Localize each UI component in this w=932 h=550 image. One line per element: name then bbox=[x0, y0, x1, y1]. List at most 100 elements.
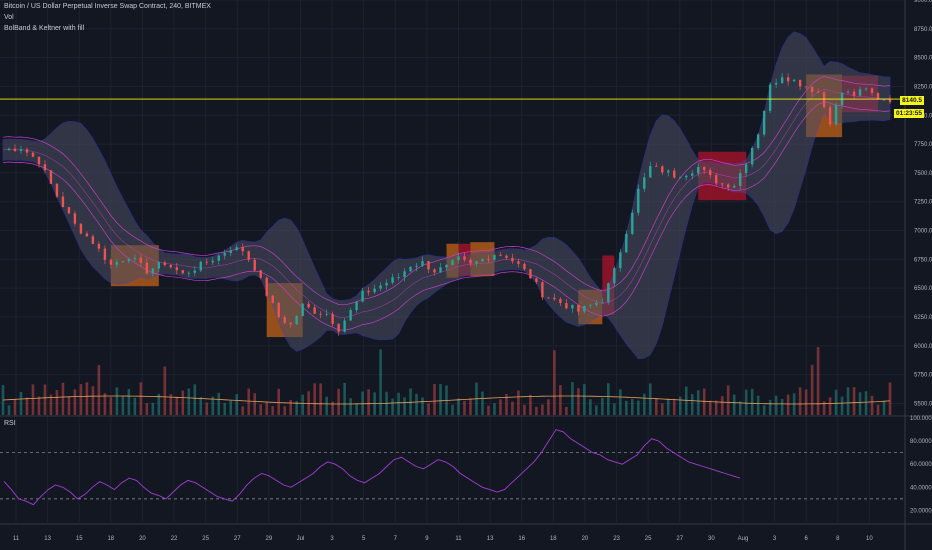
volume-bar bbox=[433, 383, 436, 415]
time-tick-label: 20 bbox=[582, 536, 589, 542]
candle-body bbox=[744, 164, 748, 173]
volume-bar bbox=[660, 403, 664, 415]
candle-body bbox=[475, 261, 478, 264]
volume-bar bbox=[109, 397, 113, 415]
candle-body bbox=[361, 290, 364, 302]
candle-body bbox=[259, 270, 262, 278]
volume-bar bbox=[642, 393, 646, 415]
candle-body bbox=[523, 263, 526, 270]
volume-bar bbox=[313, 383, 316, 415]
price-tick-label: 5750.0 bbox=[914, 373, 932, 379]
time-tick-label: 29 bbox=[266, 536, 273, 542]
volume-bar bbox=[852, 387, 856, 415]
candle-body bbox=[810, 87, 814, 93]
candle-body bbox=[732, 185, 736, 188]
volume-bar bbox=[565, 406, 568, 415]
volume-bar bbox=[816, 347, 820, 415]
candle-body bbox=[780, 77, 784, 84]
time-tick-label: 25 bbox=[645, 536, 652, 542]
price-tick-label: 9000.0 bbox=[914, 0, 932, 4]
candle-body bbox=[709, 170, 712, 176]
candle-body bbox=[451, 260, 454, 265]
candle-body bbox=[265, 277, 268, 296]
volume-bar bbox=[325, 396, 328, 415]
candle-body bbox=[858, 89, 862, 96]
candle-body bbox=[649, 166, 652, 178]
candle-body bbox=[85, 233, 89, 237]
volume-bar bbox=[79, 384, 83, 415]
time-tick-label: 3 bbox=[773, 536, 777, 542]
candle-body bbox=[43, 164, 47, 171]
time-tick-label: 23 bbox=[613, 536, 620, 542]
time-tick-label: 3 bbox=[330, 536, 334, 542]
candle-body bbox=[343, 320, 346, 332]
volume-bar bbox=[439, 383, 442, 415]
time-tick-label: 27 bbox=[676, 536, 683, 542]
volume-bar bbox=[762, 405, 766, 415]
volume-bar bbox=[271, 406, 274, 415]
candle-body bbox=[595, 302, 598, 305]
volume-bar bbox=[7, 405, 11, 415]
volume-bar bbox=[511, 401, 514, 415]
volume-bar bbox=[163, 366, 167, 415]
candle-body bbox=[619, 252, 622, 269]
volume-bar bbox=[193, 384, 197, 415]
rsi-tick-label: 20.0000 bbox=[910, 508, 932, 514]
volume-bar bbox=[595, 405, 598, 415]
volume-bar bbox=[577, 388, 580, 415]
time-tick-label: 30 bbox=[708, 536, 715, 542]
rsi-label[interactable]: RSI bbox=[4, 420, 16, 427]
volume-bar bbox=[409, 388, 412, 415]
volume-bar bbox=[619, 389, 622, 415]
price-tick-label: 7000.0 bbox=[914, 229, 932, 235]
bollinger-keltner-bands bbox=[2, 31, 891, 360]
volume-bar bbox=[139, 382, 143, 415]
candle-body bbox=[181, 270, 184, 274]
volume-bar bbox=[487, 405, 490, 415]
bands-indicator-label[interactable]: BolBand & Keltner with fill bbox=[4, 25, 85, 32]
volume-bar bbox=[804, 389, 808, 415]
candle-body bbox=[655, 166, 658, 167]
volume-bar bbox=[690, 394, 694, 415]
candle-body bbox=[283, 317, 286, 323]
candle-body bbox=[852, 91, 856, 96]
rsi-tick-label: 100.0000 bbox=[910, 416, 932, 422]
candle-body bbox=[301, 303, 304, 316]
candle-body bbox=[271, 295, 274, 303]
time-tick-label: 25 bbox=[202, 536, 209, 542]
candle-body bbox=[421, 261, 424, 266]
volume-bar bbox=[750, 388, 754, 415]
volume-bar bbox=[846, 387, 850, 415]
candle-body bbox=[373, 288, 376, 293]
candle-body bbox=[175, 267, 179, 271]
volume-bar bbox=[343, 382, 346, 415]
candle-body bbox=[205, 261, 208, 263]
candle-body bbox=[103, 248, 107, 260]
candle-body bbox=[571, 304, 574, 309]
volume-bar bbox=[882, 401, 886, 415]
volume-bar bbox=[319, 383, 322, 415]
volume-indicator-label[interactable]: Vol bbox=[4, 14, 14, 21]
volume-bar bbox=[654, 398, 658, 415]
time-tick-label: 7 bbox=[394, 536, 398, 542]
volume-bar bbox=[732, 394, 736, 415]
volume-bar bbox=[25, 397, 29, 415]
time-tick-label: 13 bbox=[44, 536, 51, 542]
volume-bar bbox=[457, 398, 460, 415]
volume-bar bbox=[858, 392, 862, 415]
candle-body bbox=[768, 84, 772, 111]
volume-bar bbox=[253, 393, 257, 415]
candle-body bbox=[511, 257, 514, 262]
volume-bar bbox=[175, 397, 179, 415]
candle-body bbox=[601, 302, 604, 304]
candle-body bbox=[864, 88, 868, 90]
volume-bar bbox=[523, 404, 526, 415]
time-tick-label: 18 bbox=[550, 536, 557, 542]
volume-bar bbox=[463, 400, 466, 415]
price-tick-label: 8500.0 bbox=[914, 56, 932, 62]
volume-bar bbox=[43, 384, 47, 415]
volume-bar bbox=[888, 382, 892, 415]
candle-body bbox=[667, 170, 670, 173]
candle-body bbox=[355, 301, 358, 310]
